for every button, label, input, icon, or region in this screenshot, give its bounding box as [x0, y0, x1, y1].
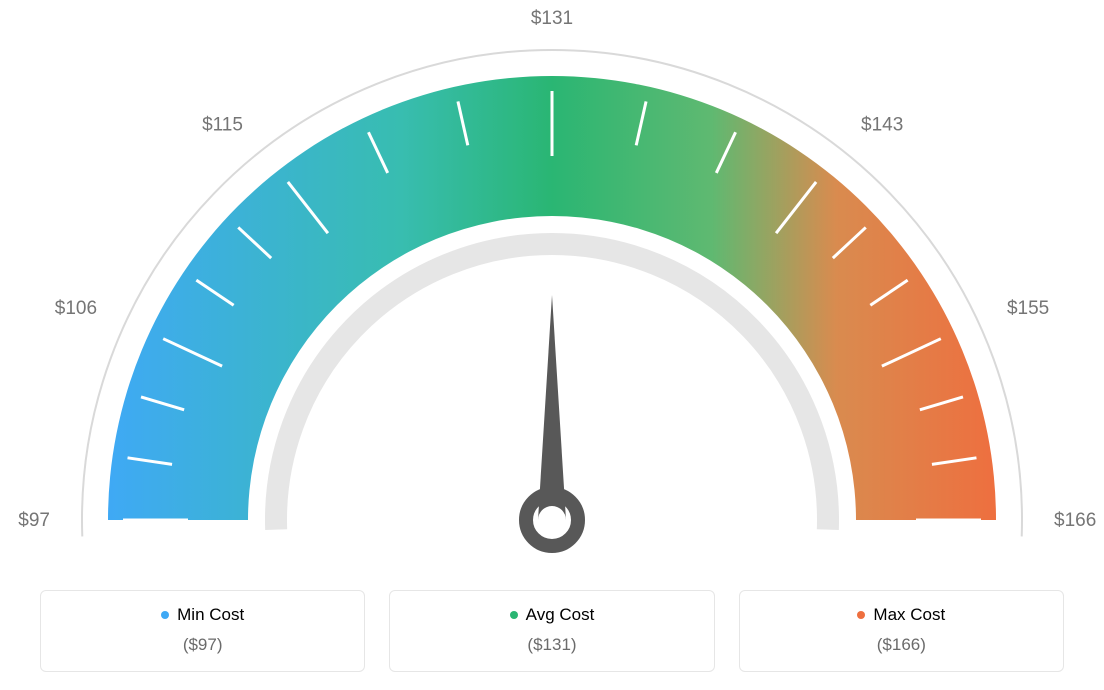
gauge-tick-label: $106 [55, 298, 97, 319]
dot-icon-avg [510, 611, 518, 619]
gauge-tick-label: $115 [202, 114, 243, 135]
gauge-needle [538, 295, 566, 520]
legend-label-text: Min Cost [177, 605, 244, 625]
legend-card-avg: Avg Cost ($131) [389, 590, 714, 672]
legend-value-avg: ($131) [400, 635, 703, 655]
legend-label-text: Avg Cost [526, 605, 595, 625]
legend-label-min: Min Cost [161, 605, 244, 625]
dot-icon-min [161, 611, 169, 619]
gauge-tick-label: $155 [1007, 298, 1049, 319]
legend-label-text: Max Cost [873, 605, 945, 625]
legend-card-max: Max Cost ($166) [739, 590, 1064, 672]
legend-label-max: Max Cost [857, 605, 945, 625]
legend-card-min: Min Cost ($97) [40, 590, 365, 672]
legend-value-max: ($166) [750, 635, 1053, 655]
legend-value-min: ($97) [51, 635, 354, 655]
dot-icon-max [857, 611, 865, 619]
gauge-needle-hub-inner [538, 506, 566, 534]
gauge-tick-label: $143 [861, 114, 903, 135]
legend-label-avg: Avg Cost [510, 605, 595, 625]
gauge-tick-label: $97 [18, 510, 50, 531]
gauge-container: $97 $106 $115 $131 $143 $155 $166 [0, 0, 1104, 570]
gauge-svg: $97 $106 $115 $131 $143 $155 $166 [0, 0, 1104, 570]
gauge-tick-label: $131 [531, 8, 573, 29]
legend-row: Min Cost ($97) Avg Cost ($131) Max Cost … [0, 590, 1104, 672]
gauge-tick-label: $166 [1054, 510, 1096, 531]
